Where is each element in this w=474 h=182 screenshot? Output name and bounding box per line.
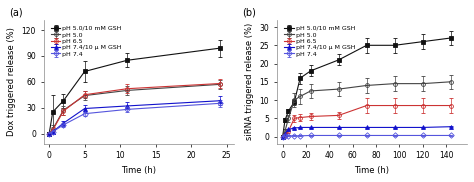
- Y-axis label: Dox triggered release (%): Dox triggered release (%): [7, 27, 16, 136]
- Y-axis label: siRNA triggered release (%): siRNA triggered release (%): [245, 23, 254, 141]
- X-axis label: Time (h): Time (h): [355, 166, 390, 175]
- X-axis label: Time (h): Time (h): [121, 166, 156, 175]
- Legend: pH 5.0/10 mM GSH, pH 5.0, pH 6.5, pH 7.4/10 μ M GSH, pH 7.4: pH 5.0/10 mM GSH, pH 5.0, pH 6.5, pH 7.4…: [284, 25, 356, 57]
- Text: (a): (a): [9, 7, 23, 17]
- Text: (b): (b): [243, 7, 256, 17]
- Legend: pH 5.0/10 mM GSH, pH 5.0, pH 6.5, pH 7.4/10 μ M GSH, pH 7.4: pH 5.0/10 mM GSH, pH 5.0, pH 6.5, pH 7.4…: [50, 25, 122, 57]
